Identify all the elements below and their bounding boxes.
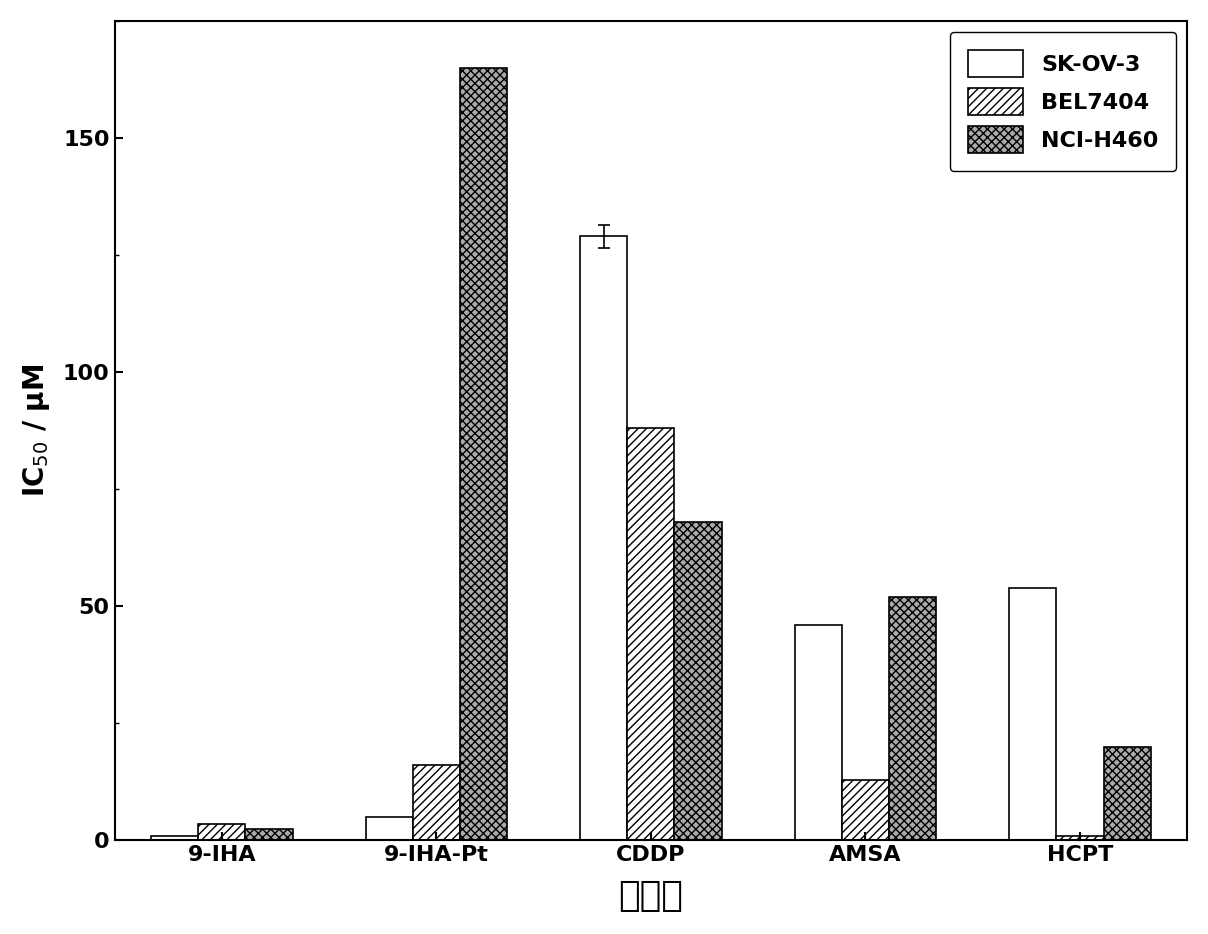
Bar — [413, 766, 460, 841]
Bar — [1056, 836, 1103, 841]
Y-axis label: IC$_{50}$ / μM: IC$_{50}$ / μM — [21, 364, 52, 497]
Bar — [460, 67, 507, 841]
Bar — [1103, 747, 1151, 841]
Legend: SK-OV-3, BEL7404, NCI-H460: SK-OV-3, BEL7404, NCI-H460 — [949, 32, 1177, 171]
Bar — [1009, 587, 1056, 841]
X-axis label: 化合物: 化合物 — [618, 879, 684, 913]
Bar — [245, 828, 292, 841]
Bar — [151, 836, 198, 841]
Bar — [795, 625, 842, 841]
Bar — [366, 817, 413, 841]
Bar — [674, 522, 721, 841]
Bar — [198, 824, 245, 841]
Bar — [842, 780, 889, 841]
Bar — [627, 429, 674, 841]
Bar — [889, 597, 936, 841]
Bar — [580, 236, 627, 841]
